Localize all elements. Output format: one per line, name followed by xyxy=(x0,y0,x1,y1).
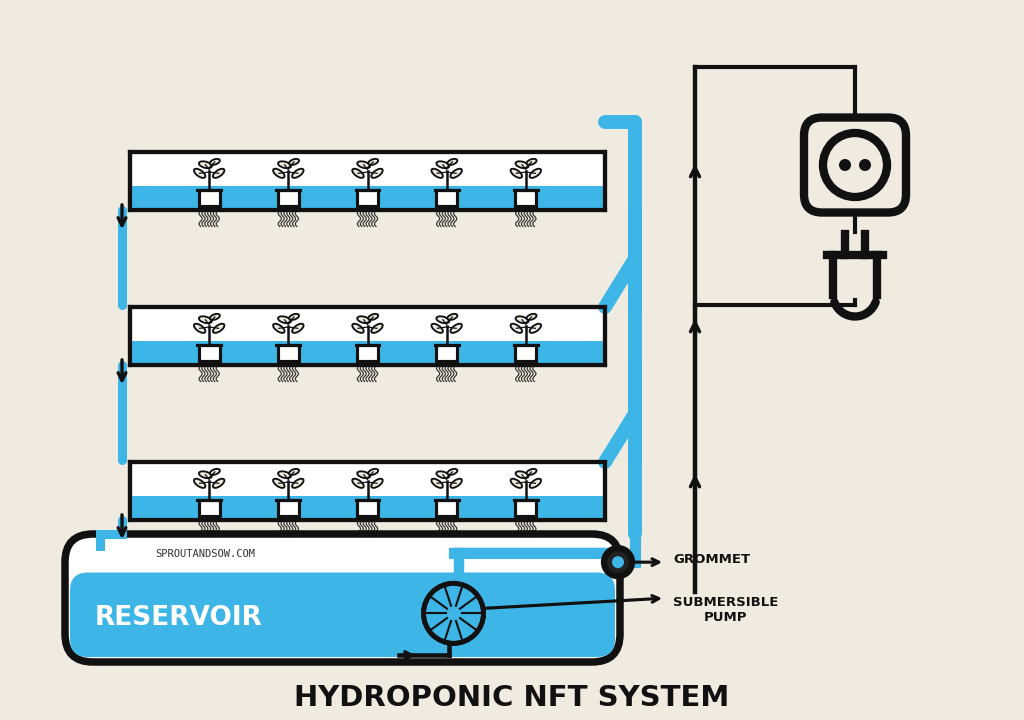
Ellipse shape xyxy=(515,161,528,168)
Ellipse shape xyxy=(273,479,285,488)
Ellipse shape xyxy=(526,469,537,475)
FancyBboxPatch shape xyxy=(130,495,605,520)
Ellipse shape xyxy=(289,159,299,165)
Ellipse shape xyxy=(431,324,443,333)
Text: SUBMERSIBLE
PUMP: SUBMERSIBLE PUMP xyxy=(673,596,778,624)
Ellipse shape xyxy=(515,472,528,478)
Ellipse shape xyxy=(436,161,450,168)
Ellipse shape xyxy=(369,469,378,475)
FancyBboxPatch shape xyxy=(130,186,605,210)
FancyBboxPatch shape xyxy=(199,190,219,206)
Ellipse shape xyxy=(213,324,224,333)
Ellipse shape xyxy=(273,324,285,333)
Ellipse shape xyxy=(369,159,378,165)
FancyBboxPatch shape xyxy=(357,500,378,516)
FancyBboxPatch shape xyxy=(357,190,378,206)
FancyBboxPatch shape xyxy=(804,117,906,212)
Ellipse shape xyxy=(279,316,291,323)
Circle shape xyxy=(604,548,632,576)
Ellipse shape xyxy=(213,168,224,178)
Ellipse shape xyxy=(451,324,462,333)
Ellipse shape xyxy=(199,472,212,478)
FancyBboxPatch shape xyxy=(130,307,605,365)
FancyBboxPatch shape xyxy=(199,346,219,361)
Ellipse shape xyxy=(210,314,220,320)
Ellipse shape xyxy=(292,479,303,488)
Ellipse shape xyxy=(292,168,303,178)
Circle shape xyxy=(823,133,887,197)
Circle shape xyxy=(424,583,483,644)
Ellipse shape xyxy=(529,168,541,178)
Ellipse shape xyxy=(292,324,303,333)
FancyBboxPatch shape xyxy=(199,500,219,516)
Ellipse shape xyxy=(357,161,370,168)
Ellipse shape xyxy=(515,316,528,323)
FancyBboxPatch shape xyxy=(278,190,299,206)
Text: RESERVOIR: RESERVOIR xyxy=(95,606,263,631)
Ellipse shape xyxy=(279,472,291,478)
FancyBboxPatch shape xyxy=(65,534,620,662)
Ellipse shape xyxy=(194,168,206,178)
Ellipse shape xyxy=(447,314,458,320)
Ellipse shape xyxy=(431,479,443,488)
Ellipse shape xyxy=(447,469,458,475)
Ellipse shape xyxy=(372,479,383,488)
Ellipse shape xyxy=(273,168,285,178)
Ellipse shape xyxy=(210,159,220,165)
FancyBboxPatch shape xyxy=(130,462,605,520)
Circle shape xyxy=(859,159,871,171)
Ellipse shape xyxy=(352,324,364,333)
FancyBboxPatch shape xyxy=(130,152,605,210)
Text: GROMMET: GROMMET xyxy=(673,553,751,566)
Ellipse shape xyxy=(511,479,522,488)
FancyBboxPatch shape xyxy=(515,190,537,206)
FancyBboxPatch shape xyxy=(515,500,537,516)
Circle shape xyxy=(839,159,851,171)
Ellipse shape xyxy=(289,314,299,320)
Ellipse shape xyxy=(431,168,443,178)
Ellipse shape xyxy=(447,159,458,165)
Ellipse shape xyxy=(289,469,299,475)
FancyBboxPatch shape xyxy=(357,346,378,361)
Ellipse shape xyxy=(372,168,383,178)
Ellipse shape xyxy=(357,316,370,323)
Text: SPROUTANDSOW.COM: SPROUTANDSOW.COM xyxy=(155,549,255,559)
FancyBboxPatch shape xyxy=(70,572,615,657)
Ellipse shape xyxy=(436,472,450,478)
Ellipse shape xyxy=(451,168,462,178)
Ellipse shape xyxy=(199,316,212,323)
FancyBboxPatch shape xyxy=(436,500,457,516)
Ellipse shape xyxy=(369,314,378,320)
FancyBboxPatch shape xyxy=(130,341,605,365)
Ellipse shape xyxy=(529,479,541,488)
Ellipse shape xyxy=(357,472,370,478)
Ellipse shape xyxy=(372,324,383,333)
Ellipse shape xyxy=(352,479,364,488)
Circle shape xyxy=(612,556,624,568)
FancyBboxPatch shape xyxy=(278,500,299,516)
Ellipse shape xyxy=(279,161,291,168)
FancyBboxPatch shape xyxy=(515,346,537,361)
Ellipse shape xyxy=(194,479,206,488)
Ellipse shape xyxy=(526,159,537,165)
Ellipse shape xyxy=(194,324,206,333)
Ellipse shape xyxy=(436,316,450,323)
Ellipse shape xyxy=(526,314,537,320)
Ellipse shape xyxy=(213,479,224,488)
Ellipse shape xyxy=(199,161,212,168)
FancyBboxPatch shape xyxy=(436,346,457,361)
Ellipse shape xyxy=(529,324,541,333)
FancyBboxPatch shape xyxy=(436,190,457,206)
Ellipse shape xyxy=(210,469,220,475)
Text: HYDROPONIC NFT SYSTEM: HYDROPONIC NFT SYSTEM xyxy=(294,684,730,712)
Ellipse shape xyxy=(352,168,364,178)
FancyBboxPatch shape xyxy=(278,346,299,361)
Ellipse shape xyxy=(511,168,522,178)
Ellipse shape xyxy=(451,479,462,488)
Ellipse shape xyxy=(511,324,522,333)
